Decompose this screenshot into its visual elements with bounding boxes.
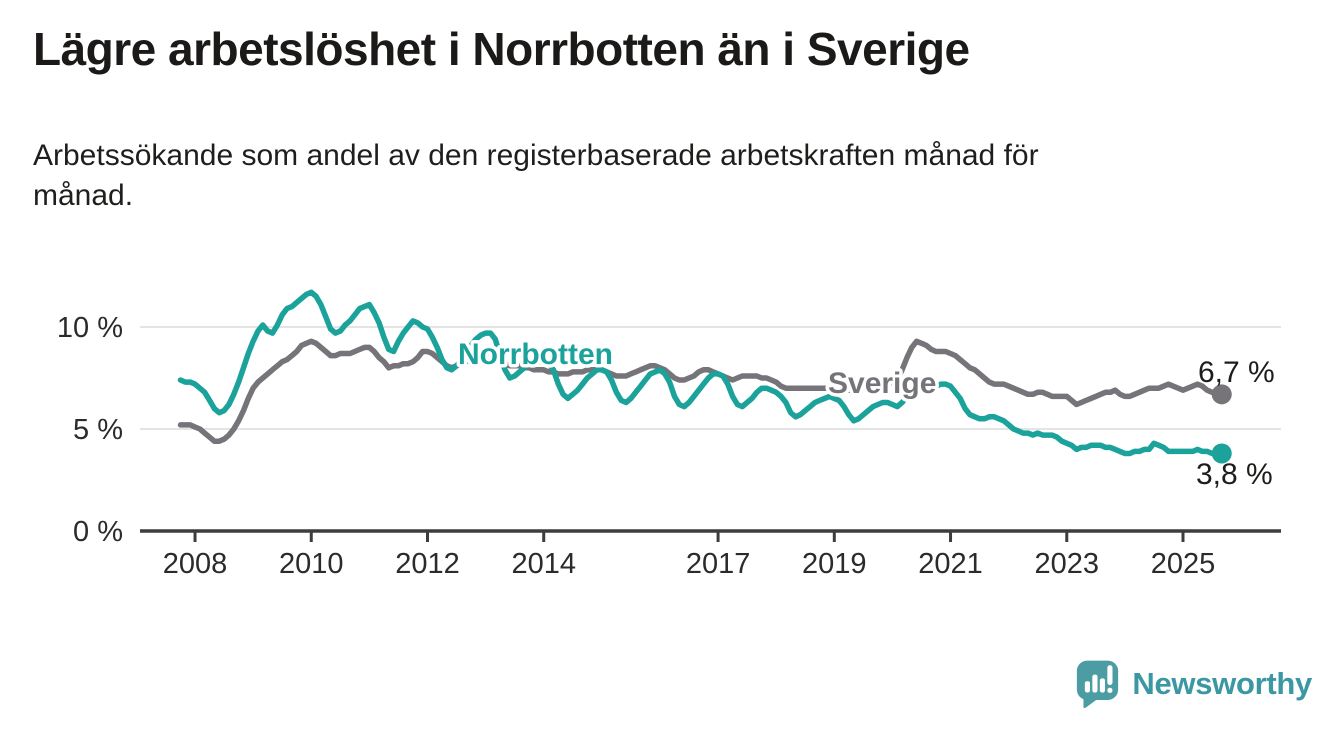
logo-exclamation-dot xyxy=(1107,687,1113,693)
y-axis-labels: 0 % 5 % 10 % xyxy=(57,312,123,548)
x-axis xyxy=(140,529,1281,542)
logo-bubble-tail xyxy=(1083,694,1098,709)
newsworthy-logo: Newsworthy xyxy=(1075,658,1312,710)
x-label-2012: 2012 xyxy=(395,548,460,580)
newsworthy-bar-chart-bubble-icon xyxy=(1077,660,1119,709)
subtitle-line-2: månad. xyxy=(33,179,134,212)
y-label-0: 0 % xyxy=(73,516,123,548)
x-label-2014: 2014 xyxy=(511,548,576,580)
x-label-2008: 2008 xyxy=(163,548,228,580)
logo-exclamation-bar xyxy=(1107,665,1113,685)
logo-bar-1 xyxy=(1085,681,1091,693)
end-dots xyxy=(1211,384,1232,464)
norrbotten-series-label: Norrbotten xyxy=(458,338,613,371)
x-label-2021: 2021 xyxy=(918,548,983,580)
x-label-2010: 2010 xyxy=(279,548,344,580)
x-label-2023: 2023 xyxy=(1035,548,1100,580)
sverige-end-dot xyxy=(1211,384,1232,405)
sverige-series-label: Sverige xyxy=(828,367,936,400)
logo-bar-2 xyxy=(1092,674,1098,693)
x-label-2017: 2017 xyxy=(686,548,751,580)
sverige-line xyxy=(177,338,1225,444)
norrbotten-line xyxy=(177,289,1225,457)
subtitle-line-1: Arbetssökande som andel av den registerb… xyxy=(33,139,1039,172)
y-label-10: 10 % xyxy=(57,312,123,344)
x-label-2019: 2019 xyxy=(802,548,867,580)
y-label-5: 5 % xyxy=(73,414,123,446)
x-axis-labels: 2008 2010 2012 2014 2017 2019 2021 2023 2025 xyxy=(163,548,1215,580)
norrbotten-end-value-label: 3,8 % xyxy=(1196,458,1273,491)
chart-subtitle: Arbetssökande som andel av den registerb… xyxy=(33,136,1243,216)
series-labels: Sverige Norrbotten xyxy=(455,335,940,404)
norrbotten-end-dot xyxy=(1211,443,1232,464)
end-value-labels: 6,7 % 3,8 % xyxy=(1196,356,1275,491)
x-label-2025: 2025 xyxy=(1151,548,1216,580)
logo-bar-3 xyxy=(1100,678,1106,693)
series-lines xyxy=(177,289,1225,457)
sverige-end-value-label: 6,7 % xyxy=(1198,356,1275,389)
newsworthy-logo-text: Newsworthy xyxy=(1132,666,1312,701)
page-title: Lägre arbetslöshet i Norrbotten än i Sve… xyxy=(33,23,970,75)
